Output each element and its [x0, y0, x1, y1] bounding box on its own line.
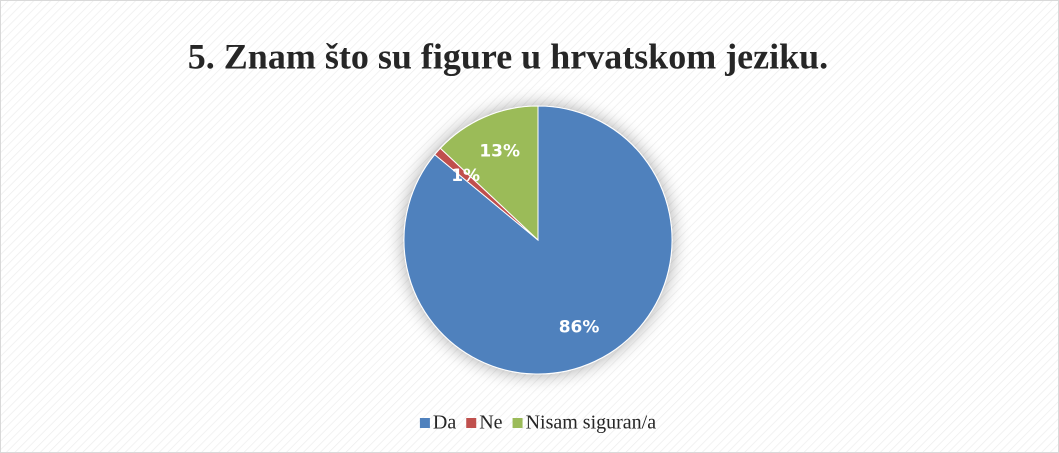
legend-swatch — [512, 418, 523, 428]
pie-slice — [439, 105, 539, 242]
legend-swatch — [419, 418, 430, 428]
legend-swatch — [466, 418, 477, 428]
legend-label: Ne — [479, 412, 502, 434]
chart-title: 5. Znam što su figure u hrvatskom jeziku… — [188, 36, 828, 76]
legend-label: Nisam siguran/a — [526, 412, 657, 434]
data-label: 1% — [451, 166, 480, 186]
pie — [403, 105, 673, 375]
data-label: 86% — [559, 317, 600, 337]
legend-label: Da — [433, 412, 456, 434]
data-label: 13% — [479, 141, 520, 161]
